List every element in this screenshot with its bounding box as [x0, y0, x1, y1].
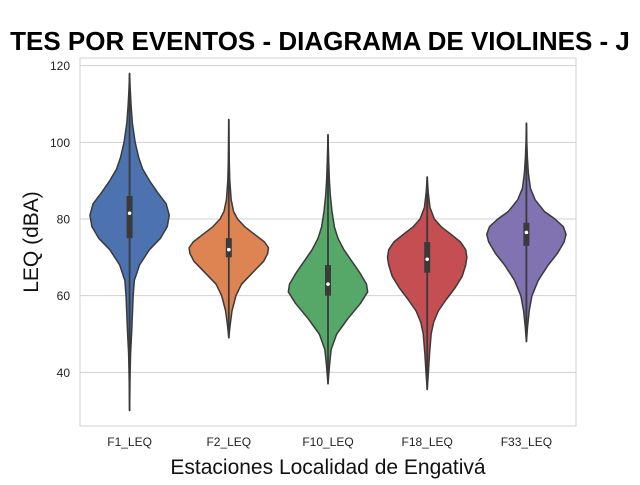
median-point — [524, 230, 529, 235]
iqr-box — [523, 222, 530, 246]
iqr-box — [424, 242, 431, 273]
y-tick-labels: 40 60 80 100 120 — [50, 59, 70, 380]
y-tick-label: 120 — [50, 59, 70, 73]
y-tick-label: 100 — [50, 136, 70, 150]
violins — [89, 72, 567, 412]
iqr-box — [126, 196, 133, 239]
x-tick-label: F18_LEQ — [402, 435, 453, 449]
iqr-box — [225, 238, 232, 258]
x-tick-labels: F1_LEQ F2_LEQ F10_LEQ F18_LEQ F33_LEQ — [107, 435, 552, 449]
y-tick-label: 80 — [57, 213, 71, 227]
x-axis-label: Estaciones Localidad de Engativá — [170, 456, 486, 479]
y-tick-label: 40 — [57, 366, 71, 380]
median-point — [326, 282, 330, 286]
x-tick-label: F10_LEQ — [302, 435, 353, 449]
median-point — [227, 247, 231, 252]
x-tick-label: F1_LEQ — [107, 435, 152, 449]
y-axis-label: LEQ (dBA) — [20, 191, 43, 293]
x-tick-label: F33_LEQ — [501, 435, 552, 449]
iqr-box — [325, 265, 331, 296]
median-point — [127, 211, 132, 216]
x-tick-label: F2_LEQ — [206, 435, 251, 449]
median-point — [425, 257, 430, 262]
plot-frame — [79, 57, 577, 427]
chart-title: TES POR EVENTOS - DIAGRAMA DE VIOLINES -… — [10, 26, 630, 56]
y-tick-label: 60 — [57, 289, 71, 303]
